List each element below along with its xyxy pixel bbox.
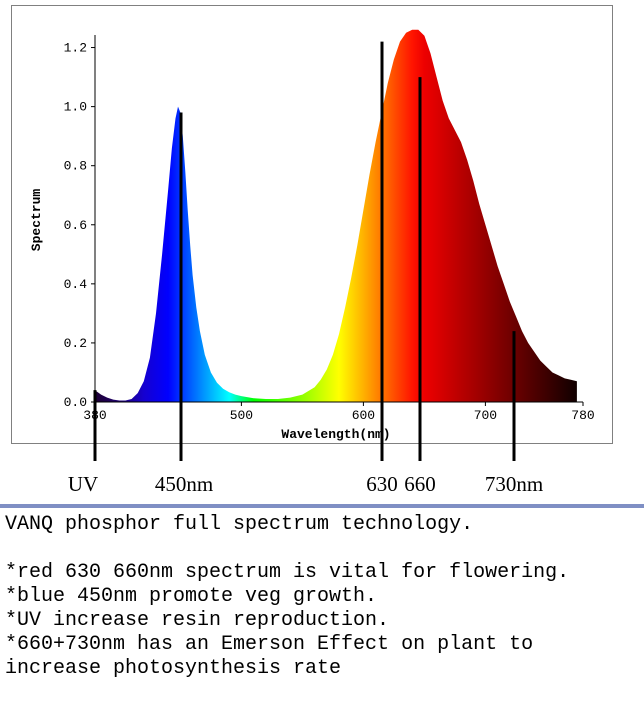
marker-label-630: 630 [366,472,398,496]
bullet-emerson-cont: increase photosynthesis rate [5,657,342,680]
wavelength-markers [93,41,516,461]
spectrum-area [95,29,577,403]
y-axis-title: Spectrum [29,189,44,252]
marker-label-730: 730nm [484,472,544,496]
bullet-emerson: *660+730nm has an Emerson Effect on plan… [5,633,534,656]
description-block: VANQ phosphor full spectrum technology. … [5,513,641,681]
bullet-red: *red 630 660nm spectrum is vital for flo… [5,561,570,584]
description-title: VANQ phosphor full spectrum technology. [5,513,474,536]
y-tick-label: 0.8 [64,159,87,174]
spectrum-chart-svg: 0.00.20.40.60.81.01.2380500600700780Wave… [29,29,595,461]
bullet-blue: *blue 450nm promote veg growth. [5,585,378,608]
y-tick-label: 1.0 [64,100,87,115]
marker-label-380: UV [67,472,99,496]
x-tick-label: 780 [571,408,594,423]
spectrum-area-path [95,29,577,403]
x-tick-label: 700 [474,408,497,423]
y-tick-label: 1.2 [64,41,87,56]
y-tick-label: 0.4 [64,277,88,292]
x-tick-label: 500 [230,408,253,423]
y-tick-label: 0.2 [64,336,87,351]
y-tick-label: 0.6 [64,218,87,233]
bullet-uv: *UV increase resin reproduction. [5,609,390,632]
axes: 0.00.20.40.60.81.01.2380500600700780Wave… [29,35,595,442]
y-tick-label: 0.0 [64,395,87,410]
x-tick-label: 600 [352,408,375,423]
marker-label-450: 450nm [154,472,214,496]
x-axis-title: Wavelength(nm) [281,427,390,442]
divider [0,504,644,508]
marker-label-660: 660 [404,472,436,496]
